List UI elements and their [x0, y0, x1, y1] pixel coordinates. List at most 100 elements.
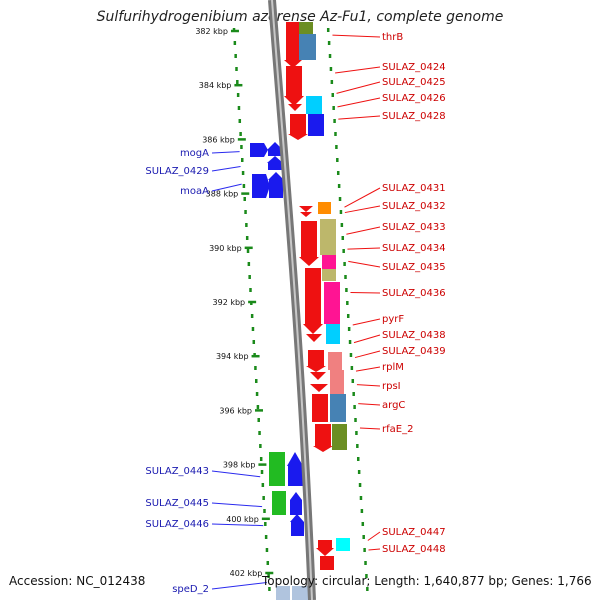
gene-label-SULAZ_0425[interactable]: SULAZ_0425	[336, 77, 446, 94]
rail-dot	[240, 145, 243, 149]
gene-name[interactable]: SULAZ_0429	[145, 166, 209, 177]
gene-label-SULAZ_0432[interactable]: SULAZ_0432	[344, 201, 446, 214]
gene-label-moaA[interactable]: moaA	[180, 183, 242, 197]
rail-dot	[350, 366, 354, 370]
rail-dot	[345, 288, 348, 292]
rail-dot	[252, 340, 256, 344]
gene-leader-line	[211, 581, 267, 590]
gene-label-SULAZ_0433[interactable]: SULAZ_0433	[346, 222, 446, 235]
rail-dot	[346, 301, 349, 305]
gene-leader-line	[211, 151, 240, 154]
rail-dot	[347, 327, 351, 331]
rail-dot	[331, 93, 335, 97]
gene-name[interactable]: SULAZ_0445	[145, 498, 209, 509]
gene-label-rfaE_2[interactable]: rfaE_2	[359, 424, 413, 435]
gene-name[interactable]: SULAZ_0434	[382, 243, 446, 254]
gene-label-thrB[interactable]: thrB	[332, 32, 403, 43]
gene-label-SULAZ_0438[interactable]: SULAZ_0438	[353, 330, 446, 344]
gene-leader-line	[344, 187, 381, 208]
gene-label-SULAZ_0445[interactable]: SULAZ_0445	[145, 498, 263, 509]
rail-dot	[336, 171, 340, 175]
rail-dot	[255, 379, 258, 383]
feature-blocks	[250, 22, 350, 600]
rail-dot	[334, 132, 337, 136]
rail-dot	[343, 262, 346, 266]
left-gene-labels[interactable]: mogA SULAZ_0429 moaA SULAZ_0443 SULAZ_0445 SU…	[145, 148, 267, 595]
gene-name[interactable]: speD_2	[172, 584, 209, 595]
rail-dot	[351, 379, 355, 383]
right-gene-labels[interactable]: thrB SULAZ_0424 SULAZ_0425 SULAZ_0426 SULAZ_…	[332, 32, 446, 555]
rail-dot	[245, 223, 248, 227]
rail-dot	[332, 106, 335, 110]
gene-name[interactable]: SULAZ_0432	[382, 201, 446, 212]
rail-dot	[363, 548, 366, 552]
gene-label-SULAZ_0436[interactable]: SULAZ_0436	[350, 288, 446, 299]
rail-dot	[348, 340, 352, 344]
kbp-tick-label: 394 kbp	[216, 352, 249, 361]
gene-label-SULAZ_0428[interactable]: SULAZ_0428	[338, 111, 446, 122]
gene-leader-line	[336, 81, 381, 94]
gene-label-rpsI[interactable]: rpsI	[356, 381, 401, 392]
gene-label-SULAZ_0426[interactable]: SULAZ_0426	[337, 93, 446, 108]
rail-dot	[255, 392, 259, 396]
rail-dot	[342, 249, 345, 253]
rail-dot	[250, 314, 254, 318]
gene-name[interactable]: moaA	[180, 186, 209, 197]
gene-label-mogA[interactable]: mogA	[180, 148, 240, 159]
gene-label-SULAZ_0447[interactable]: SULAZ_0447	[367, 527, 446, 541]
gene-name[interactable]: SULAZ_0426	[382, 93, 446, 104]
gene-label-SULAZ_0448[interactable]: SULAZ_0448	[368, 544, 446, 555]
rail-dot	[242, 184, 246, 188]
gene-label-rplM[interactable]: rplM	[355, 362, 404, 373]
gene-name[interactable]: SULAZ_0447	[382, 527, 446, 538]
gene-name[interactable]: mogA	[180, 148, 209, 159]
gene-name[interactable]: thrB	[382, 32, 403, 43]
kbp-tick-label: 398 kbp	[223, 461, 256, 470]
gene-label-SULAZ_0446[interactable]: SULAZ_0446	[145, 519, 264, 530]
gene-label-argC[interactable]: argC	[358, 400, 405, 411]
gene-label-SULAZ_0424[interactable]: SULAZ_0424	[335, 62, 446, 74]
gene-label-SULAZ_0431[interactable]: SULAZ_0431	[344, 183, 446, 208]
gene-name[interactable]: SULAZ_0428	[382, 111, 446, 122]
gene-name[interactable]: SULAZ_0433	[382, 222, 446, 233]
rail-dot	[356, 457, 360, 461]
gene-name[interactable]: SULAZ_0446	[145, 519, 209, 530]
rail-dot	[328, 54, 332, 58]
gene-name[interactable]: SULAZ_0425	[382, 77, 446, 88]
gene-label-SULAZ_0434[interactable]: SULAZ_0434	[347, 243, 446, 254]
gene-name[interactable]: SULAZ_0439	[382, 346, 446, 357]
gene-label-SULAZ_0439[interactable]: SULAZ_0439	[354, 346, 446, 359]
rail-dot	[330, 80, 334, 84]
gene-name[interactable]: SULAZ_0431	[382, 183, 446, 194]
gene-name[interactable]: pyrF	[382, 314, 404, 325]
gene-name[interactable]: SULAZ_0424	[382, 62, 446, 73]
rail-dot	[260, 470, 264, 474]
gene-name[interactable]: SULAZ_0435	[382, 262, 446, 273]
gene-leader-line	[338, 115, 381, 120]
gene-name[interactable]: SULAZ_0443	[145, 466, 209, 477]
gene-leader-line	[352, 318, 381, 326]
gene-label-SULAZ_0443[interactable]: SULAZ_0443	[145, 466, 261, 478]
rail-dot	[239, 132, 242, 136]
gene-label-pyrF[interactable]: pyrF	[352, 314, 405, 326]
gene-name[interactable]: SULAZ_0436	[382, 288, 446, 299]
rail-dot	[365, 574, 368, 578]
gene-name[interactable]: SULAZ_0438	[382, 330, 446, 341]
gene-name[interactable]: rplM	[382, 362, 404, 373]
rail-dot	[245, 236, 249, 240]
rail-dot	[262, 496, 265, 500]
rail-dot	[238, 119, 242, 123]
gene-name[interactable]: rpsI	[382, 381, 401, 392]
gene-name[interactable]: rfaE_2	[382, 424, 413, 435]
gene-label-SULAZ_0429[interactable]: SULAZ_0429	[145, 166, 241, 177]
rail-dot	[353, 405, 356, 409]
gene-label-speD_2[interactable]: speD_2	[172, 581, 267, 595]
rail-dot	[346, 314, 350, 318]
gene-name[interactable]: SULAZ_0448	[382, 544, 446, 555]
gene-label-SULAZ_0435[interactable]: SULAZ_0435	[348, 260, 446, 273]
gene-name[interactable]: argC	[382, 400, 405, 411]
accession-label: Accession: NC_012438	[9, 574, 146, 588]
rail-dot	[357, 470, 361, 474]
gene-leader-line	[368, 548, 381, 551]
